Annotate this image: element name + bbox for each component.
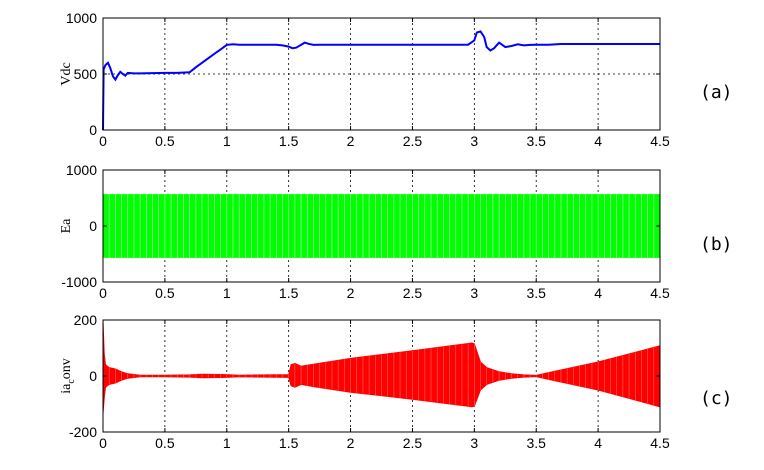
x-tick-label: 0.5 [155,133,175,149]
x-tick-label: 2 [347,133,355,149]
x-tick-label: 1.5 [279,435,299,451]
x-tick-label: 3.5 [526,285,546,301]
x-tick-label: 4 [594,285,602,301]
x-tick-label: 0 [99,133,107,149]
x-tick-label: 1 [223,285,231,301]
x-tick-label: 4 [594,435,602,451]
axes-frame [102,17,661,131]
x-tick-label: 2.5 [403,285,423,301]
x-tick-label: 4.5 [650,435,670,451]
y-tick-label: 0 [89,368,97,384]
y-axis-label: Vdc [59,62,74,85]
x-tick-label: 3 [470,285,478,301]
x-tick-label: 0.5 [155,285,175,301]
x-tick-label: 3 [470,435,478,451]
series-oscillation [102,320,661,414]
y-tick-label: 1000 [66,162,97,178]
x-tick-label: 4 [594,133,602,149]
y-tick-label: 0 [89,218,97,234]
x-tick-label: 0.5 [155,435,175,451]
y-tick-label: -200 [69,424,97,440]
x-tick-label: 1.5 [279,285,299,301]
x-tick-label: 0 [99,285,107,301]
x-tick-label: 2.5 [403,133,423,149]
y-axis-label: Ea [59,218,74,234]
x-tick-label: 2.5 [403,435,423,451]
x-tick-label: 3.5 [526,435,546,451]
y-tick-label: 1000 [66,10,97,26]
y-tick-label: 200 [74,312,98,328]
x-tick-label: 4.5 [650,133,670,149]
series-oscillation [102,194,661,258]
y-tick-label: -1000 [61,274,97,290]
x-tick-label: 2 [347,285,355,301]
panel-tag: (c) [700,388,733,409]
x-tick-label: 3 [470,133,478,149]
panel-tag: (a) [700,82,733,103]
chart-panel-1: 0 0.5 1 1.5 2 2.5 3 3.5 4 4.5 0 500 1000 Vdc (a) [59,10,733,149]
y-axis-label: iaconv [59,358,77,394]
x-tick-label: 1 [223,133,231,149]
x-tick-label: 4.5 [650,285,670,301]
y-tick-label: 500 [74,66,98,82]
series-line-vdc [102,30,660,131]
x-tick-label: 0 [99,435,107,451]
x-tick-label: 1 [223,435,231,451]
panel-tag: (b) [700,234,733,255]
x-tick-label: 3.5 [526,133,546,149]
x-tick-label: 1.5 [279,133,299,149]
x-tick-label: 2 [347,435,355,451]
y-tick-label: 0 [89,122,97,138]
